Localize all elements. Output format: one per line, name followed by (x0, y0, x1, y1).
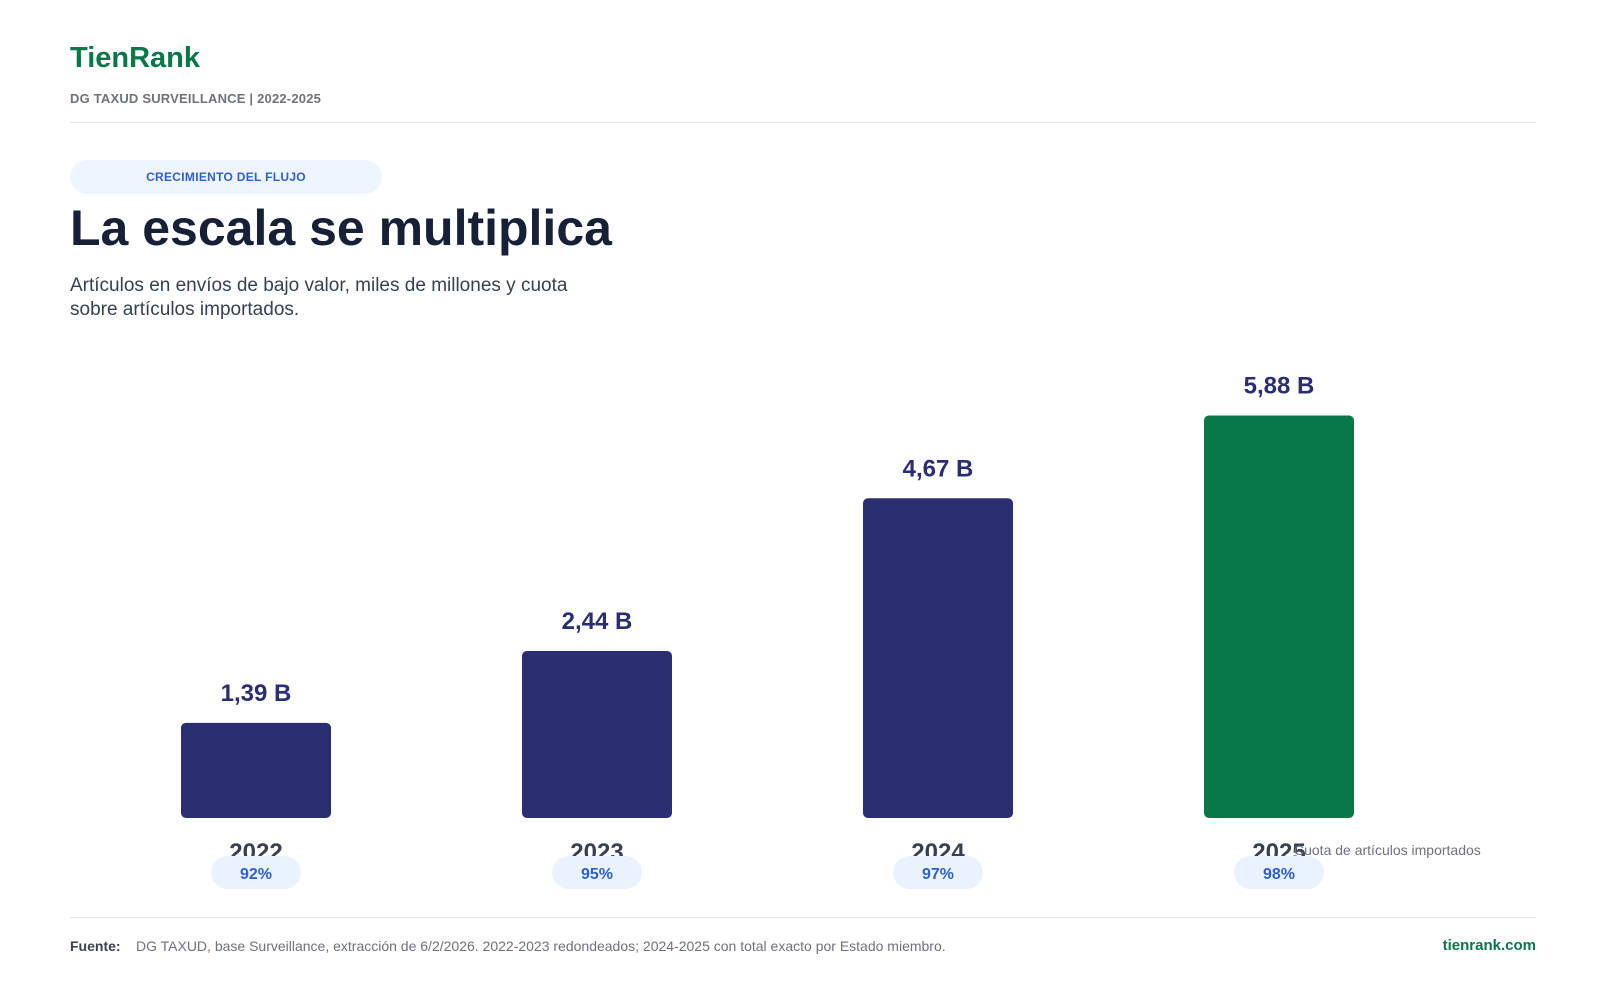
share-label-2025: 98% (1263, 866, 1295, 883)
value-label-2023: 2,44 B (562, 608, 633, 635)
share-pill-2025 (1234, 856, 1324, 889)
share-label-2023: 95% (581, 866, 613, 883)
chart-description: Artículos en envíos de bajo valor, miles… (70, 275, 568, 320)
share-pill-2022 (211, 856, 301, 889)
brand-logo: TienRank (70, 42, 201, 74)
share-pill-2023 (552, 856, 642, 889)
share-label-2024: 97% (922, 866, 954, 883)
source-text: DG TAXUD, base Surveillance, extracción … (136, 938, 946, 954)
bar-2023 (522, 650, 672, 818)
value-label-2024: 4,67 B (903, 455, 974, 482)
section-tag: CRECIMIENTO DEL FLUJO (70, 160, 382, 194)
site-link[interactable]: tienrank.com (1442, 937, 1536, 954)
header-subtitle: DG TAXUD SURVEILLANCE | 2022-2025 (70, 91, 322, 106)
share-label-2022: 92% (240, 866, 272, 883)
bar-2022 (181, 722, 331, 818)
footer-divider (70, 917, 1536, 918)
source-label: Fuente: (70, 938, 121, 954)
header-divider (70, 122, 1536, 123)
value-label-2022: 1,39 B (221, 680, 292, 707)
bar-2024 (863, 498, 1013, 818)
value-label-2025: 5,88 B (1244, 372, 1315, 399)
bar-2025 (1204, 415, 1354, 818)
chart-title: La escala se multiplica (70, 200, 612, 256)
share-legend-note: Cuota de artículos importados (1294, 842, 1481, 858)
share-pill-2024 (893, 856, 983, 889)
